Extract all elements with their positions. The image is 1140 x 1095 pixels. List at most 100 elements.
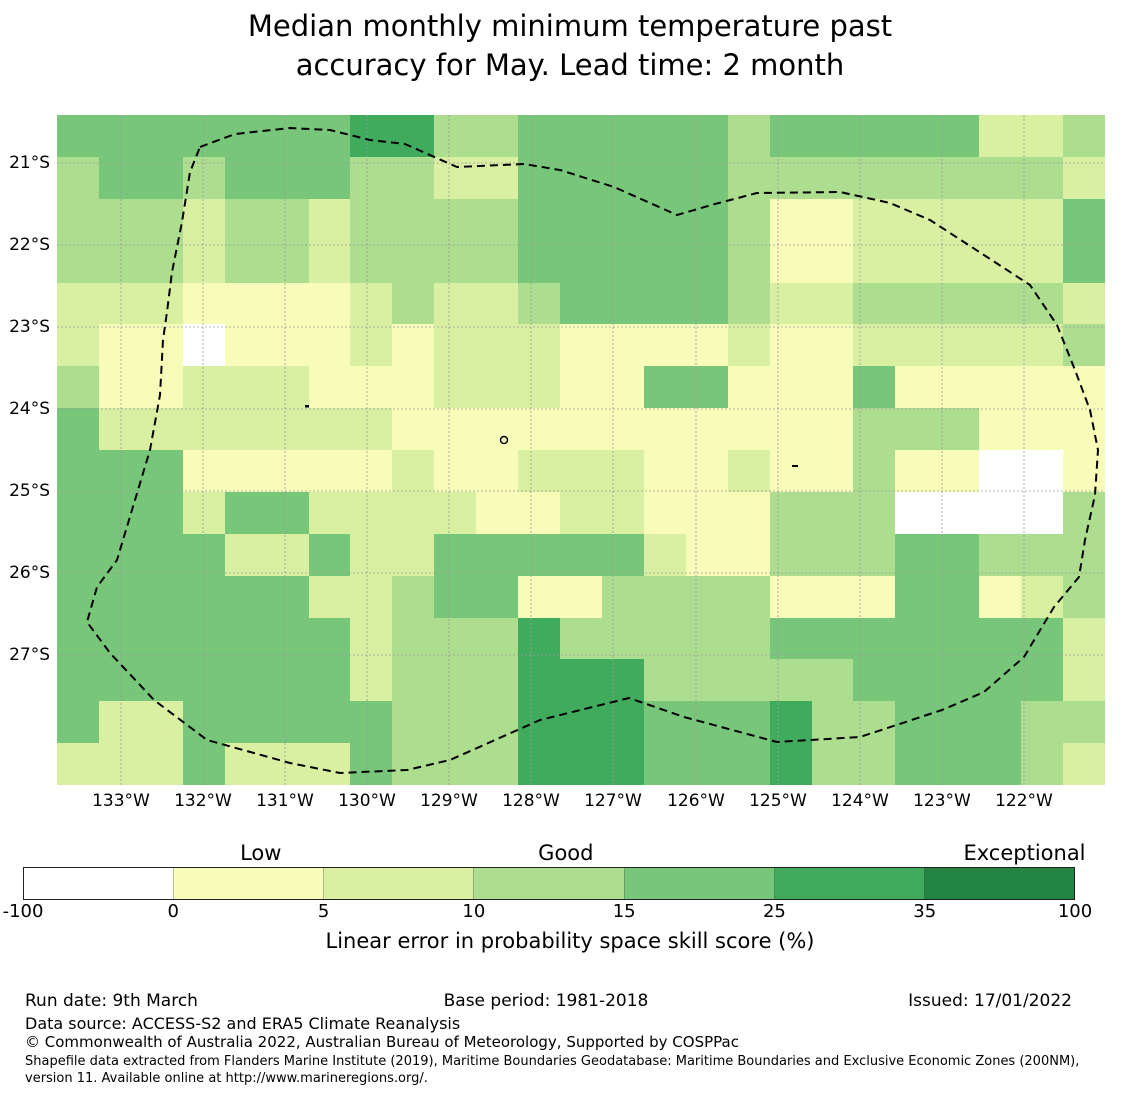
- heatmap-cell: [979, 198, 1022, 241]
- heatmap-cell: [811, 198, 854, 241]
- y-axis-tick-label: 27°S: [9, 645, 50, 665]
- heatmap-cell: [811, 408, 854, 450]
- colorbar-tick-label: 5: [317, 901, 330, 922]
- y-axis-tick-label: 22°S: [9, 235, 50, 255]
- heatmap-cell: [308, 533, 351, 576]
- heatmap-cell: [434, 282, 477, 325]
- heatmap-cell: [769, 533, 812, 576]
- heatmap-cell: [224, 156, 267, 199]
- heatmap-cell: [895, 617, 938, 660]
- heatmap-cell: [937, 156, 980, 199]
- heatmap-cell: [266, 659, 309, 702]
- x-axis-tick-label: 127°W: [584, 791, 642, 811]
- heatmap-cell: [392, 659, 435, 702]
- heatmap-cell: [895, 324, 938, 367]
- heatmap-cell: [811, 324, 854, 367]
- heatmap-cell: [769, 743, 812, 785]
- heatmap-cell: [182, 366, 225, 409]
- heatmap-cell: [685, 659, 728, 702]
- heatmap-cell: [266, 366, 309, 409]
- heatmap-cell: [769, 701, 812, 744]
- heatmap-cell: [937, 617, 980, 660]
- heatmap-cell: [1063, 491, 1105, 534]
- heatmap-cell: [769, 115, 812, 157]
- heatmap-cell: [560, 240, 602, 283]
- heatmap-cell: [392, 491, 435, 534]
- colorbar-tick-label: 25: [762, 901, 786, 922]
- heatmap-cell: [979, 115, 1022, 157]
- heatmap-cell: [1063, 450, 1105, 492]
- heatmap-cell: [601, 575, 644, 618]
- heatmap-cell: [266, 198, 309, 241]
- heatmap-cell: [518, 324, 561, 367]
- heatmap-cell: [518, 450, 561, 492]
- heatmap-cell: [685, 240, 728, 283]
- heatmap-cell: [98, 701, 141, 744]
- heatmap-cell: [350, 282, 393, 325]
- y-axis-tick-label: 26°S: [9, 563, 50, 583]
- heatmap-cell: [601, 743, 644, 785]
- heatmap-cell: [182, 491, 225, 534]
- colorbar: [23, 867, 1075, 900]
- heatmap-cell: [769, 408, 812, 450]
- heatmap-cell: [937, 575, 980, 618]
- heatmap-cell: [895, 491, 938, 534]
- heatmap-cell: [182, 617, 225, 660]
- heatmap-cell: [57, 491, 99, 534]
- y-axis-tick-label: 24°S: [9, 399, 50, 419]
- heatmap-cell: [308, 282, 351, 325]
- heatmap-cell: [979, 743, 1022, 785]
- copyright-text: © Commonwealth of Australia 2022, Austra…: [25, 1033, 739, 1051]
- heatmap-cell: [518, 491, 561, 534]
- colorbar-segment: [773, 868, 924, 899]
- heatmap-cell: [308, 408, 351, 450]
- heatmap-cell: [140, 491, 183, 534]
- heatmap-cell: [476, 366, 519, 409]
- heatmap-cell: [853, 575, 896, 618]
- heatmap-cell: [266, 324, 309, 367]
- heatmap-cell: [685, 491, 728, 534]
- heatmap-cell: [392, 701, 435, 744]
- heatmap-cell: [1063, 659, 1105, 702]
- heatmap-cell: [560, 743, 602, 785]
- heatmap-cell: [518, 366, 561, 409]
- heatmap-cell: [601, 491, 644, 534]
- x-axis-tick-label: 130°W: [338, 791, 396, 811]
- heatmap-cell: [266, 491, 309, 534]
- heatmap-cell: [140, 617, 183, 660]
- heatmap-cell: [350, 240, 393, 283]
- heatmap-cell: [895, 115, 938, 157]
- heatmap-cell: [98, 408, 141, 450]
- heatmap-cell: [392, 617, 435, 660]
- heatmap-cell: [895, 366, 938, 409]
- heatmap-cell: [518, 115, 561, 157]
- heatmap-cell: [434, 408, 477, 450]
- heatmap-cell: [392, 282, 435, 325]
- heatmap-cell: [979, 617, 1022, 660]
- heatmap-cell: [182, 408, 225, 450]
- heatmap-cell: [140, 240, 183, 283]
- heatmap-cell: [350, 575, 393, 618]
- heatmap-cell: [266, 701, 309, 744]
- heatmap-cell: [476, 617, 519, 660]
- heatmap-cell: [392, 324, 435, 367]
- heatmap-cell: [392, 575, 435, 618]
- heatmap-cell: [224, 408, 267, 450]
- map-overlay: [57, 115, 1105, 785]
- heatmap-cell: [811, 743, 854, 785]
- heatmap-cell: [601, 408, 644, 450]
- heatmap-cell: [476, 450, 519, 492]
- heatmap-cell: [979, 491, 1022, 534]
- heatmap-cell: [266, 240, 309, 283]
- heatmap-cell: [308, 450, 351, 492]
- heatmap-cell: [434, 450, 477, 492]
- heatmap-cell: [1021, 156, 1064, 199]
- colorbar-category-label: Good: [538, 841, 594, 865]
- heatmap-cell: [182, 198, 225, 241]
- heatmap-cell: [560, 366, 602, 409]
- heatmap-cell: [350, 533, 393, 576]
- heatmap-cell: [224, 575, 267, 618]
- heatmap-cell: [937, 743, 980, 785]
- heatmap-cell: [769, 617, 812, 660]
